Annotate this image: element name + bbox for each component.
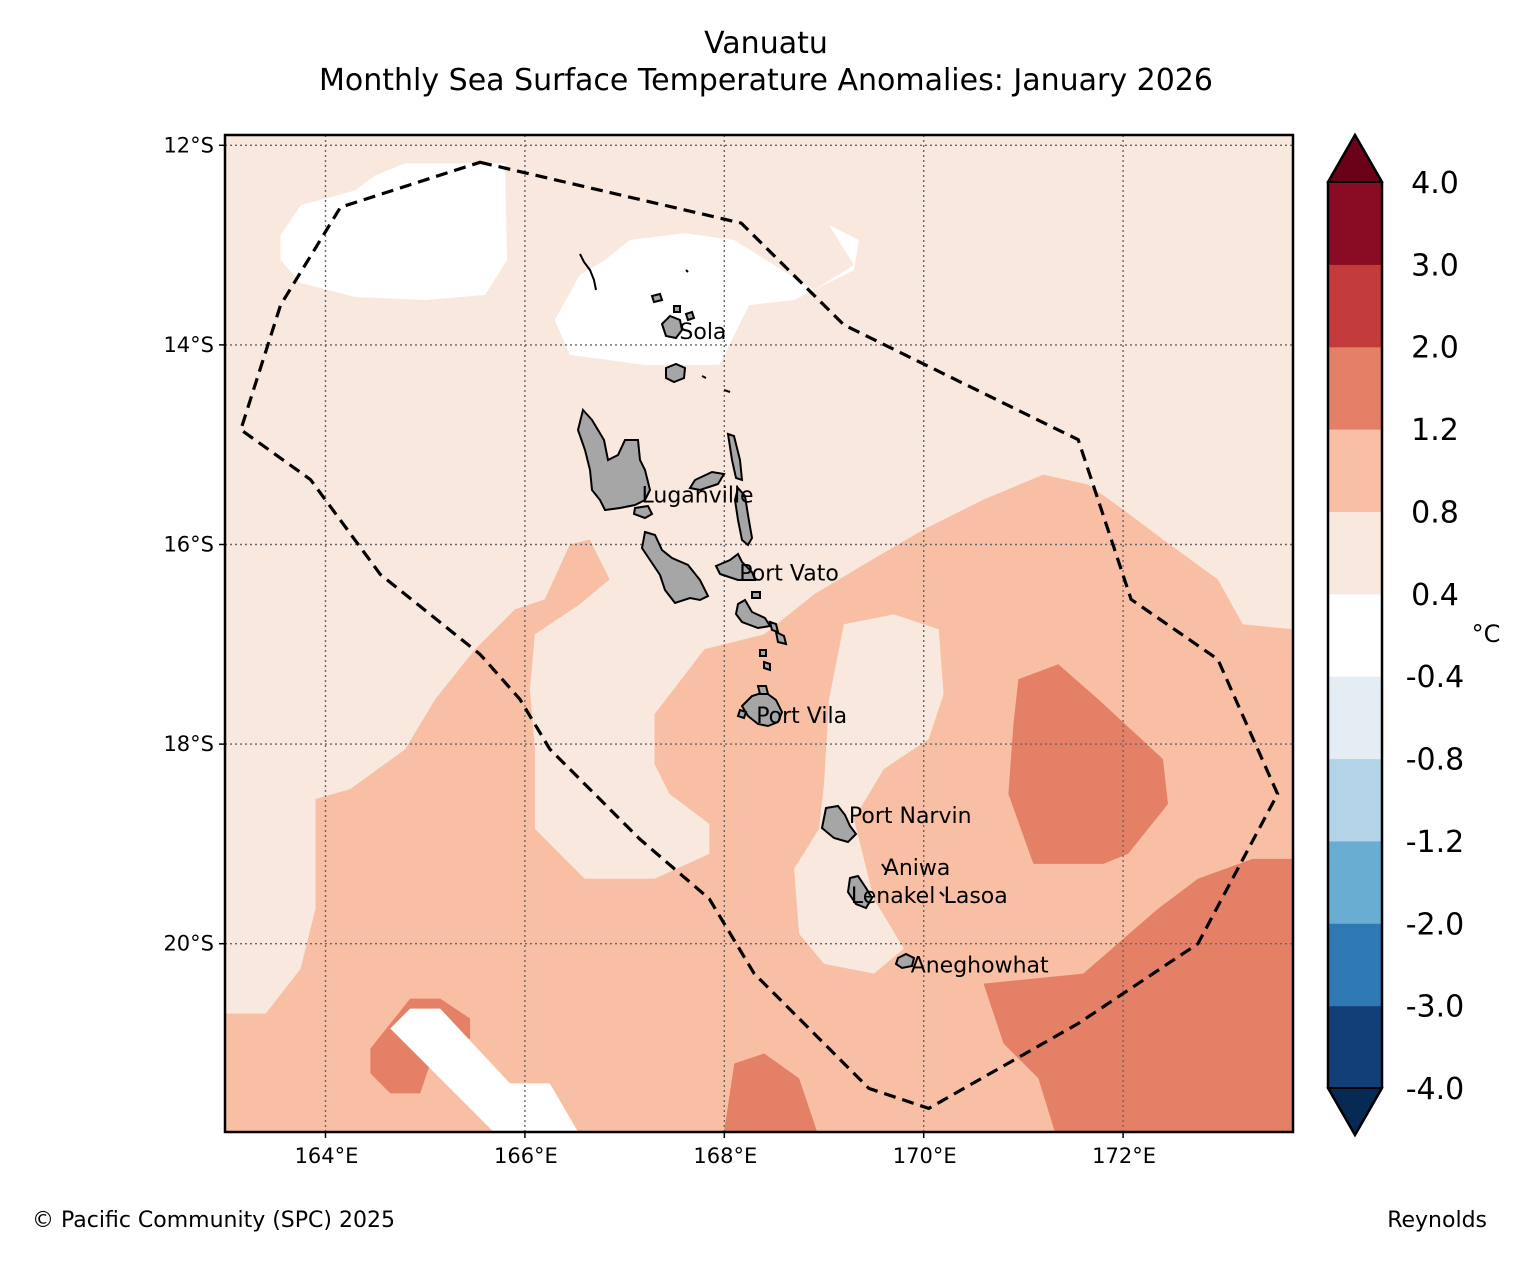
colorbar-swatch-10	[1328, 182, 1382, 265]
axis-ticks: 164°E 166°E 168°E 170°E 172°E 12°S 14°S 16°S 18°…	[163, 133, 1156, 1168]
island-efate	[740, 690, 784, 728]
tick-label-lon-168: 168°E	[693, 1144, 757, 1168]
tick-label-lat-14: 14°S	[163, 333, 214, 357]
colorbar-swatch-7	[1328, 429, 1382, 512]
map-plot-area: Sola Luganville Port Vato Port Vila Port Nar…	[163, 133, 1295, 1168]
map-title: Vanuatu	[704, 26, 828, 61]
anomaly-region-0	[225, 474, 1293, 1132]
city-label-lenakel: Lenakel	[851, 884, 935, 909]
colorbar-label-2: -2.0	[1406, 907, 1465, 942]
colorbar-label-1: -3.0	[1406, 990, 1465, 1025]
colorbar-label-5: -0.4	[1406, 660, 1465, 695]
island-malo	[632, 504, 654, 520]
colorbar-swatch-9	[1328, 264, 1382, 348]
tick-label-lon-172: 172°E	[1092, 1144, 1156, 1168]
anomaly-region-1	[794, 614, 944, 974]
island-malekula	[640, 530, 710, 605]
city-label-aniwa: Aniwa	[884, 856, 951, 881]
anomaly-regions	[225, 163, 1293, 1132]
city-label-sola: Sola	[679, 320, 726, 345]
island-small-misc	[685, 269, 945, 897]
anomaly-region-4	[723, 1053, 818, 1132]
anomaly-region-3	[983, 858, 1293, 1132]
tick-label-lat-20: 20°S	[163, 932, 214, 956]
colorbar-swatch-5	[1328, 593, 1382, 677]
colorbar-label-6: 0.4	[1411, 578, 1459, 613]
data-source-label: Reynolds	[1387, 1208, 1487, 1233]
anomaly-region-6	[390, 1008, 579, 1132]
island-tanna	[846, 874, 874, 910]
tick-label-lon-166: 166°E	[494, 1144, 558, 1168]
colorbar-swatch-1	[1328, 923, 1382, 1007]
island-pentecost	[733, 485, 754, 547]
anomaly-region-2	[1008, 664, 1168, 864]
colorbar: -4.0 -3.0 -2.0 -1.2 -0.8 -0.4 0.4 0.8 1.2 2.0 3.0 4…	[1326, 132, 1501, 1138]
island-vanua-lava	[660, 314, 684, 340]
colorbar-swatch-8	[1328, 346, 1382, 430]
tick-label-lon-170: 170°E	[893, 1144, 957, 1168]
colorbar-swatch-0	[1328, 1005, 1382, 1089]
colorbar-swatch-3	[1328, 758, 1382, 842]
island-maewo	[726, 432, 744, 482]
city-label-luganville: Luganville	[642, 484, 754, 509]
eez-boundary	[238, 160, 1280, 1111]
colorbar-label-9: 2.0	[1411, 331, 1459, 366]
tick-label-lon-164: 164°E	[295, 1144, 359, 1168]
city-label-aneghowhat: Aneghowhat	[911, 954, 1049, 979]
tick-label-lat-18: 18°S	[163, 732, 214, 756]
city-labels: Sola Luganville Port Vato Port Vila Port Nar…	[642, 320, 1050, 979]
anomaly-region-8	[554, 225, 859, 365]
island-ambae	[688, 470, 726, 492]
colorbar-label-10: 3.0	[1411, 248, 1459, 283]
colorbar-label-8: 1.2	[1411, 413, 1459, 448]
map-frame	[223, 133, 1295, 1134]
colorbar-swatch-6	[1328, 511, 1382, 595]
copyright-credit: © Pacific Community (SPC) 2025	[32, 1208, 395, 1233]
island-small-banks	[650, 292, 696, 322]
colorbar-swatch-2	[1328, 840, 1382, 924]
island-gaua	[665, 362, 687, 384]
tick-label-lat-12: 12°S	[163, 133, 214, 157]
graticule	[225, 135, 1293, 1132]
island-torres	[579, 253, 597, 291]
colorbar-unit-label: °C	[1472, 620, 1501, 648]
island-small-central	[736, 591, 788, 720]
map-subtitle: Monthly Sea Surface Temperature Anomalie…	[319, 63, 1213, 98]
colorbar-outline	[1326, 132, 1384, 1138]
colorbar-over-triangle	[1326, 132, 1384, 183]
colorbar-swatch-4	[1328, 676, 1382, 760]
anomaly-region-7	[280, 163, 507, 300]
colorbar-label-11: 4.0	[1411, 166, 1459, 201]
city-label-port-vato: Port Vato	[739, 561, 839, 586]
tick-label-lat-16: 16°S	[163, 533, 214, 557]
island-erromango	[820, 804, 858, 844]
city-label-port-narvin: Port Narvin	[849, 804, 972, 829]
island-ambrym	[714, 552, 757, 581]
colorbar-label-0: -4.0	[1406, 1072, 1465, 1107]
colorbar-under-triangle	[1326, 1087, 1384, 1138]
island-espiritu-santo	[576, 407, 652, 512]
colorbar-label-4: -0.8	[1406, 743, 1465, 778]
colorbar-label-7: 0.8	[1411, 496, 1459, 531]
city-label-port-vila: Port Vila	[756, 704, 847, 729]
island-aneityum	[894, 952, 916, 970]
colorbar-label-3: -1.2	[1406, 825, 1465, 860]
city-label-lasoa: Lasoa	[944, 884, 1008, 909]
islands	[576, 253, 945, 970]
